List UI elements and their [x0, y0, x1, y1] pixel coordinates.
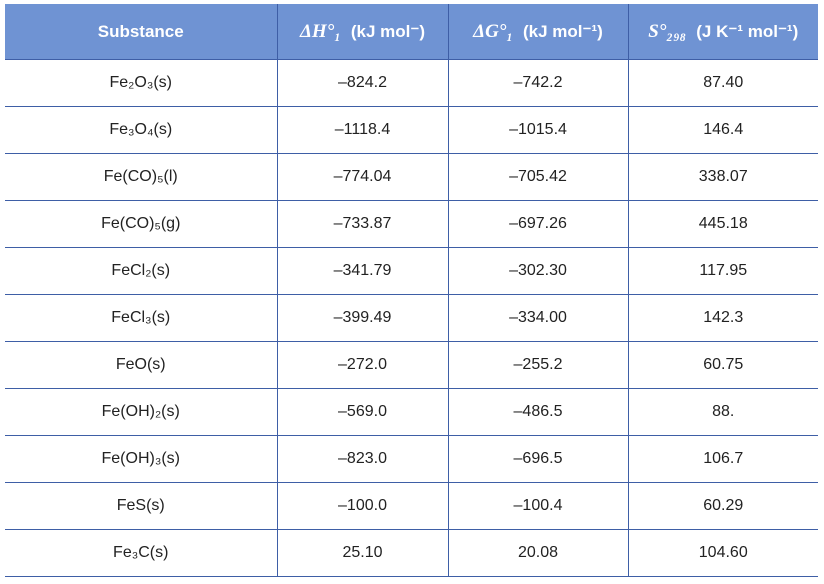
value-cell: –100.4 [447, 482, 629, 530]
table-row: Fe₂O₃(s) –824.2 –742.2 87.40 [5, 59, 818, 107]
table-row: Fe(CO)₅(g) –733.87 –697.26 445.18 [5, 200, 818, 248]
value-cell: –696.5 [447, 435, 629, 483]
value-cell: 142.3 [627, 294, 818, 342]
table-row: Fe(OH)₂(s) –569.0 –486.5 88. [5, 388, 818, 436]
table-row: Fe₃O₄(s) –1118.4 –1015.4 146.4 [5, 106, 818, 154]
substance-cell: FeCl₃(s) [5, 294, 278, 342]
value-cell: –100.0 [276, 482, 449, 530]
value-cell: –399.49 [276, 294, 449, 342]
data-table: Substance ΔH°₁ (kJ mol⁻) ΔG°₁ (kJ mol⁻¹) S°₂₉… [5, 4, 818, 577]
value-cell: –823.0 [276, 435, 449, 483]
substance-cell: FeS(s) [5, 482, 278, 530]
value-cell: 25.10 [276, 529, 449, 577]
value-cell: 60.75 [627, 341, 818, 389]
header-symbol: S°₂₉₈ [648, 20, 687, 42]
column-header: Substance [5, 4, 278, 60]
table-row: FeCl₂(s) –341.79 –302.30 117.95 [5, 247, 818, 295]
value-cell: –742.2 [447, 59, 629, 107]
column-header: ΔG°₁ (kJ mol⁻¹) [447, 4, 629, 60]
table-row: FeCl₃(s) –399.49 –334.00 142.3 [5, 294, 818, 342]
value-cell: –334.00 [447, 294, 629, 342]
value-cell: 104.60 [627, 529, 818, 577]
value-cell: –774.04 [276, 153, 449, 201]
value-cell: 88. [627, 388, 818, 436]
substance-cell: Fe₃O₄(s) [5, 106, 278, 154]
value-cell: –486.5 [447, 388, 629, 436]
header-unit: (kJ mol⁻) [350, 21, 426, 41]
table-row: FeO(s) –272.0 –255.2 60.75 [5, 341, 818, 389]
value-cell: –733.87 [276, 200, 449, 248]
value-cell: –569.0 [276, 388, 449, 436]
value-cell: –705.42 [447, 153, 629, 201]
value-cell: 146.4 [627, 106, 818, 154]
substance-cell: Fe(OH)₂(s) [5, 388, 278, 436]
value-cell: –341.79 [276, 247, 449, 295]
header-row: Substance ΔH°₁ (kJ mol⁻) ΔG°₁ (kJ mol⁻¹) S°₂₉… [5, 4, 818, 60]
substance-cell: FeO(s) [5, 341, 278, 389]
value-cell: –272.0 [276, 341, 449, 389]
value-cell: –824.2 [276, 59, 449, 107]
value-cell: –1118.4 [276, 106, 449, 154]
table-row: Fe₃C(s) 25.10 20.08 104.60 [5, 529, 818, 577]
header-text: Substance [97, 21, 184, 41]
table-row: FeS(s) –100.0 –100.4 60.29 [5, 482, 818, 530]
substance-cell: FeCl₂(s) [5, 247, 278, 295]
value-cell: –697.26 [447, 200, 629, 248]
table-body: Fe₂O₃(s) –824.2 –742.2 87.40 Fe₃O₄(s) –1118.4… [5, 59, 818, 577]
value-cell: 60.29 [627, 482, 818, 530]
value-cell: –302.30 [447, 247, 629, 295]
column-header: S°₂₉₈ (J K⁻¹ mol⁻¹) [627, 4, 818, 60]
table-row: Fe(CO)₅(l) –774.04 –705.42 338.07 [5, 153, 818, 201]
table-header: Substance ΔH°₁ (kJ mol⁻) ΔG°₁ (kJ mol⁻¹) S°₂₉… [5, 4, 818, 60]
header-symbol: ΔG°₁ [473, 20, 514, 42]
header-unit: (J K⁻¹ mol⁻¹) [696, 21, 799, 41]
substance-cell: Fe(CO)₅(g) [5, 200, 278, 248]
value-cell: 445.18 [627, 200, 818, 248]
column-header: ΔH°₁ (kJ mol⁻) [276, 4, 449, 60]
substance-cell: Fe(OH)₃(s) [5, 435, 278, 483]
value-cell: 117.95 [627, 247, 818, 295]
value-cell: 106.7 [627, 435, 818, 483]
value-cell: –1015.4 [447, 106, 629, 154]
substance-cell: Fe(CO)₅(l) [5, 153, 278, 201]
value-cell: 87.40 [627, 59, 818, 107]
substance-cell: Fe₃C(s) [5, 529, 278, 577]
value-cell: 20.08 [447, 529, 629, 577]
header-symbol: ΔH°₁ [299, 20, 341, 42]
substance-cell: Fe₂O₃(s) [5, 59, 278, 107]
value-cell: –255.2 [447, 341, 629, 389]
header-unit: (kJ mol⁻¹) [523, 21, 603, 41]
value-cell: 338.07 [627, 153, 818, 201]
table-row: Fe(OH)₃(s) –823.0 –696.5 106.7 [5, 435, 818, 483]
